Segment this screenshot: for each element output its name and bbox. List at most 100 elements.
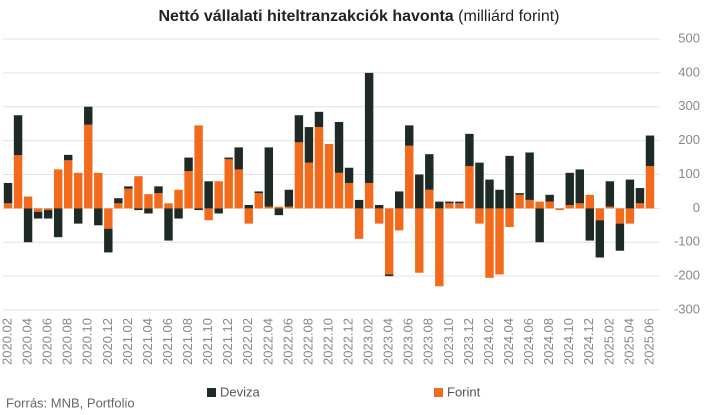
bar-segment bbox=[63, 160, 73, 209]
bar-segment bbox=[214, 208, 223, 214]
bar-segment bbox=[274, 208, 284, 216]
x-tick-label: 2024.04 bbox=[501, 318, 516, 365]
bar-segment bbox=[234, 147, 243, 170]
bar-segment bbox=[475, 162, 484, 209]
x-tick-label: 2023.04 bbox=[381, 318, 396, 365]
bar-segment bbox=[174, 189, 183, 209]
bar-segment bbox=[435, 208, 444, 287]
bar-segment bbox=[465, 133, 474, 167]
bar-segment bbox=[495, 208, 504, 275]
bar-segment bbox=[485, 208, 494, 278]
bar-segment bbox=[415, 208, 424, 273]
bar-segment bbox=[94, 172, 103, 209]
bar-segment bbox=[455, 203, 464, 209]
bar-segment bbox=[114, 198, 123, 204]
bar-segment bbox=[425, 189, 434, 209]
bar-segment bbox=[3, 203, 13, 209]
bar-segment bbox=[23, 196, 33, 209]
bar-segment bbox=[505, 208, 514, 228]
bar-segment bbox=[174, 208, 183, 219]
bar-segment bbox=[505, 155, 514, 209]
bar-segment bbox=[294, 115, 304, 143]
bar-segment bbox=[384, 208, 394, 275]
bar-segment bbox=[234, 169, 243, 209]
x-tick-label: 2022.08 bbox=[300, 318, 315, 365]
bar-segment bbox=[224, 157, 233, 160]
x-tick-label: 2024.10 bbox=[561, 318, 576, 365]
bar-segment bbox=[134, 176, 143, 209]
y-tick-label: 100 bbox=[678, 166, 700, 181]
x-tick-label: 2024.06 bbox=[521, 318, 536, 365]
bar-segment bbox=[104, 228, 113, 253]
bar-segment bbox=[224, 159, 233, 209]
bar-segment bbox=[23, 208, 33, 243]
bar-segment bbox=[194, 125, 203, 209]
bar-segment bbox=[605, 206, 615, 209]
legend-swatch bbox=[434, 388, 443, 397]
bar-segment bbox=[154, 186, 163, 194]
bar-segment bbox=[63, 154, 73, 161]
bar-segment bbox=[154, 193, 163, 209]
bar-segment bbox=[525, 152, 534, 200]
bar-segment bbox=[374, 204, 384, 209]
bar-segment bbox=[324, 144, 334, 209]
bar-segment bbox=[184, 157, 193, 172]
bar-segment bbox=[595, 208, 605, 221]
x-tick-label: 2024.08 bbox=[541, 318, 556, 365]
y-tick-label: -300 bbox=[674, 301, 700, 316]
x-tick-label: 2021.08 bbox=[180, 318, 195, 365]
y-tick-label: 300 bbox=[678, 98, 700, 113]
bar-segment bbox=[334, 121, 344, 173]
y-tick-label: 400 bbox=[678, 64, 700, 79]
x-tick-label: 2020.06 bbox=[40, 318, 55, 365]
bar-segment bbox=[244, 208, 253, 224]
bar-segment bbox=[635, 188, 645, 204]
x-tick-label: 2023.06 bbox=[401, 318, 416, 365]
bar-segment bbox=[535, 201, 544, 209]
bar-segment bbox=[435, 201, 444, 209]
bar-segment bbox=[124, 188, 133, 209]
bar-segment bbox=[334, 172, 344, 209]
legend-label: Forint bbox=[447, 384, 481, 399]
x-tick-label: 2024.02 bbox=[481, 318, 496, 365]
bar-segment bbox=[545, 201, 554, 209]
x-tick-label: 2023.10 bbox=[441, 318, 456, 365]
bar-segment bbox=[164, 203, 173, 209]
subtitle: (milliárd forint) bbox=[458, 8, 559, 25]
bar-segment bbox=[124, 186, 133, 189]
x-tick-label: 2024.12 bbox=[581, 318, 596, 365]
bar-segment bbox=[645, 166, 655, 209]
bar-segment bbox=[605, 181, 615, 207]
bar-segment bbox=[575, 203, 584, 209]
x-tick-label: 2021.04 bbox=[140, 318, 155, 365]
bar-segment bbox=[515, 193, 524, 195]
x-tick-label: 2022.06 bbox=[280, 318, 295, 365]
bar-segment bbox=[645, 135, 655, 167]
x-tick-label: 2021.10 bbox=[200, 318, 215, 365]
bar-segment bbox=[445, 203, 454, 209]
x-tick-label: 2020.10 bbox=[80, 318, 95, 365]
x-tick-label: 2023.08 bbox=[421, 318, 436, 365]
bar-segment bbox=[84, 124, 93, 209]
bar-segment bbox=[74, 208, 83, 224]
x-tick-label: 2022.10 bbox=[320, 318, 335, 365]
bar-segment bbox=[304, 127, 314, 163]
bar-segment bbox=[314, 127, 324, 209]
y-tick-label: 0 bbox=[693, 200, 700, 215]
bar-segment bbox=[515, 194, 524, 209]
bar-segment bbox=[53, 208, 63, 238]
bar-segment bbox=[314, 111, 324, 128]
x-tick-label: 2021.02 bbox=[120, 318, 135, 365]
bar-segment bbox=[74, 172, 83, 209]
x-tick-label: 2025.06 bbox=[641, 318, 656, 365]
bar-segment bbox=[274, 206, 284, 209]
bar-segment bbox=[304, 162, 314, 209]
bar-segment bbox=[43, 208, 53, 211]
bar-segment bbox=[595, 220, 605, 258]
bar-segment bbox=[585, 194, 595, 209]
bar-segment bbox=[214, 181, 223, 209]
bar-segment bbox=[425, 154, 434, 190]
bar-segment bbox=[194, 208, 203, 211]
x-tick-label: 2020.12 bbox=[100, 318, 115, 365]
y-tick-label: 500 bbox=[678, 30, 700, 45]
